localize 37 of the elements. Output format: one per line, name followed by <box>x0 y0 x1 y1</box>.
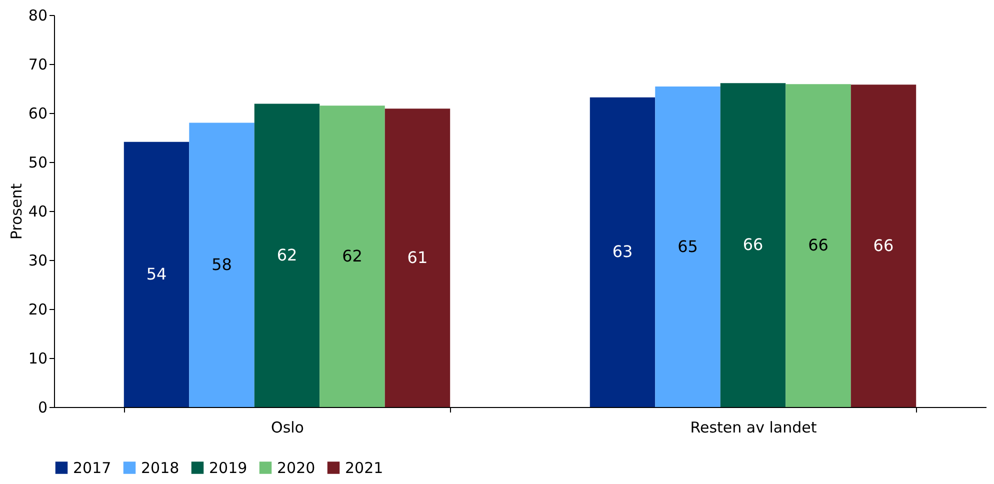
data-label: 58 <box>212 254 232 274</box>
legend-label: 2019 <box>209 458 248 477</box>
data-label: 66 <box>873 236 894 255</box>
y-tick-label: 30 <box>28 252 48 270</box>
data-label: 62 <box>342 246 362 266</box>
y-axis-title: Prosent <box>7 183 26 240</box>
legend-label: 2021 <box>345 458 384 477</box>
x-tick-label: Resten av landet <box>690 418 817 436</box>
bar <box>384 108 450 407</box>
data-label: 65 <box>678 236 698 256</box>
bar <box>720 83 786 407</box>
y-tick-label: 0 <box>38 398 48 416</box>
legend-label: 2018 <box>141 458 180 477</box>
y-tick-label: 10 <box>28 350 48 368</box>
bar <box>590 97 656 407</box>
data-label: 61 <box>407 248 428 267</box>
legend-label: 2017 <box>73 458 112 477</box>
data-label: 66 <box>742 235 764 254</box>
y-tick-label: 70 <box>28 56 48 74</box>
y-tick-label: 20 <box>28 300 48 318</box>
y-tick-label: 50 <box>28 154 48 172</box>
x-tick-label: Oslo <box>271 418 304 436</box>
bar <box>655 86 720 407</box>
data-label: 62 <box>276 245 298 264</box>
bar <box>189 122 254 407</box>
y-tick-label: 40 <box>28 202 48 220</box>
data-label: 54 <box>146 264 167 284</box>
bar <box>850 84 916 407</box>
data-label: 66 <box>808 236 828 255</box>
bar <box>786 84 851 407</box>
legend-label: 2020 <box>277 458 316 477</box>
bar <box>124 142 190 407</box>
y-tick-label: 80 <box>28 6 48 24</box>
bar <box>320 106 385 407</box>
y-tick-label: 60 <box>28 104 48 122</box>
data-label: 63 <box>612 242 633 262</box>
bar <box>254 104 320 407</box>
